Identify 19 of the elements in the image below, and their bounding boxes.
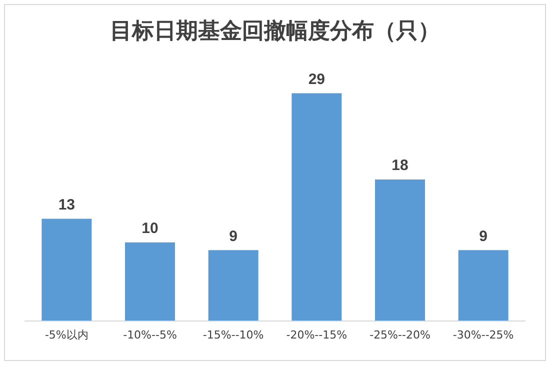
x-tick-label: -15%--10% (202, 328, 264, 342)
bar (42, 218, 92, 321)
chart-title: 目标日期基金回撤幅度分布（只） (110, 18, 440, 44)
data-label: 18 (392, 157, 408, 174)
x-tick-label: -25%--20% (370, 328, 430, 342)
bar (458, 250, 508, 321)
data-label: 13 (58, 196, 76, 214)
bar (375, 180, 425, 321)
x-tick-label: -5%以内 (44, 328, 88, 342)
bar (125, 242, 175, 321)
x-tick-label: -20%--15% (286, 328, 348, 342)
data-label: 10 (142, 220, 158, 237)
x-tick-label: -10%--5% (123, 328, 177, 342)
data-label: 9 (229, 228, 238, 245)
bar (208, 250, 258, 321)
data-label: 29 (308, 70, 326, 88)
data-label: 9 (479, 228, 488, 245)
bar (292, 93, 342, 321)
x-tick-label: -30%--25% (452, 328, 514, 342)
